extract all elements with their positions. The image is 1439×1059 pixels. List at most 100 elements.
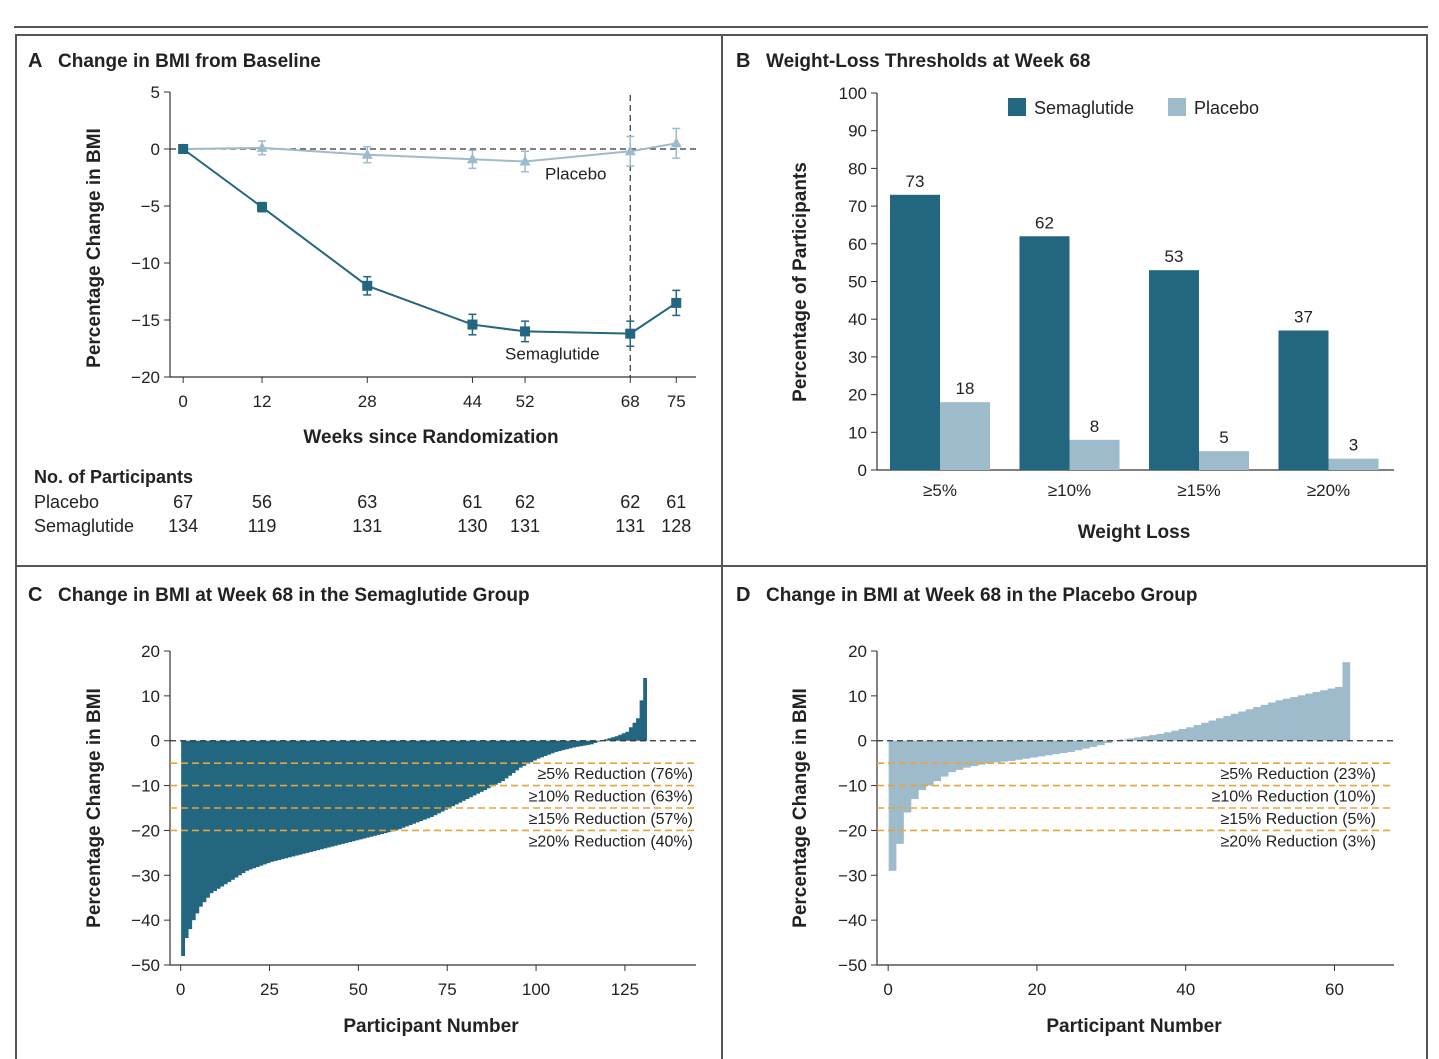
panel-c-participant-bar <box>618 734 623 741</box>
panel-c-participant-bar <box>628 727 633 741</box>
panel-c-participant-bar <box>351 740 356 842</box>
panel-c-participant-bar <box>294 740 299 856</box>
panel-c-participant-bar <box>270 740 274 862</box>
panel-d-participant-bar <box>1193 725 1202 741</box>
panel-a-placebo-point <box>361 148 373 159</box>
panel-c-participant-bar <box>326 740 331 848</box>
panel-c-participant-bar <box>518 740 523 768</box>
panel-a-ytick-label: −20 <box>131 368 160 387</box>
panel-c-participant-bar <box>330 740 335 847</box>
panel-c-participant-bar <box>184 740 189 939</box>
panel-c-participant-bar <box>486 740 491 789</box>
panel-d-xlabel: Participant Number <box>1046 1016 1222 1037</box>
panel-d-participant-bar <box>1290 696 1299 741</box>
panel-d-participant-bar <box>970 740 979 767</box>
panel-a-placebo-point <box>624 145 636 156</box>
panel-b-chart: 0 10 20 30 40 50 60 70 80 90 100 73 18 ≥5% 62 8 ≥10% 53 5 ≥… <box>839 84 1394 500</box>
panel-c-participant-bar <box>230 740 235 880</box>
panel-a-semaglutide-point <box>178 144 189 154</box>
panel-b-legend-swatch-placebo <box>1168 98 1186 116</box>
panel-c-xtick-label: 50 <box>349 980 368 999</box>
panel-b-bar-semaglutide <box>1278 330 1329 470</box>
panel-c-participant-bar <box>501 740 505 782</box>
panel-c-participant-bar <box>607 738 612 741</box>
participants-count-semaglutide: 130 <box>457 516 487 536</box>
panel-c-participant-bar <box>387 740 392 833</box>
panel-c-participant-bar <box>508 740 512 776</box>
panel-c-participant-bar <box>529 740 534 763</box>
panel-d-participant-bar <box>1215 718 1224 741</box>
panel-d-participant-bar <box>1015 740 1023 760</box>
panel-d-participant-bar <box>910 740 919 800</box>
panel-c-participant-bar <box>344 740 349 843</box>
panel-c-participant-bar <box>255 740 260 867</box>
panel-c-participant-bar <box>252 740 257 869</box>
panel-c-ytick-label: −10 <box>131 777 160 796</box>
panel-c-xtick-label: 100 <box>522 980 550 999</box>
participants-count-placebo: 61 <box>666 492 686 512</box>
panel-d-participant-bar <box>933 740 942 782</box>
panel-d-threshold-label: ≥15% Reduction (5%) <box>1220 811 1376 828</box>
panel-c-participant-bar <box>483 740 488 791</box>
panel-a-letter: A <box>28 50 42 72</box>
panel-c-participant-bar <box>412 740 417 824</box>
panel-a-title: Change in BMI from Baseline <box>58 51 321 72</box>
panel-c-participant-bar <box>636 718 640 741</box>
panel-d-participant-bar <box>955 740 964 770</box>
panel-c-participant-bar <box>565 740 569 750</box>
panel-d-participant-bar <box>896 740 904 844</box>
panel-d-participant-bar <box>1171 730 1180 741</box>
panel-c-participant-bar <box>497 740 502 783</box>
panel-d-participant-bar <box>1000 740 1008 762</box>
participants-count-semaglutide: 131 <box>352 516 382 536</box>
panel-c-participant-bar <box>586 740 591 745</box>
panel-d-participant-bar <box>1342 662 1351 741</box>
panel-c-participant-bar <box>397 740 402 830</box>
panel-c-participant-bar <box>245 740 249 871</box>
panel-b-bar-value-label: 8 <box>1090 417 1099 436</box>
panel-b-bar-value-label: 37 <box>1294 308 1313 327</box>
panel-b-bar-placebo <box>1328 458 1379 470</box>
panel-c-participant-bar <box>309 740 313 852</box>
panel-d-participant-bar <box>1149 735 1157 741</box>
panel-c-participant-bar <box>429 740 434 817</box>
panel-d-chart: 20 10 0 −10 −20 −30 −40 −50 0 20 40 60 ≥5% Reduction… <box>838 642 1394 999</box>
panel-b-ytick-label: 0 <box>858 461 867 480</box>
panel-a-xtick-label: 12 <box>253 392 272 411</box>
panel-d-participant-bar <box>940 740 949 777</box>
panel-a-ytick-label: −5 <box>141 197 160 216</box>
panel-d-participant-bar <box>1230 713 1239 741</box>
participants-row-semaglutide-label: Semaglutide <box>34 516 134 536</box>
panel-d-ytick-label: −40 <box>838 911 867 930</box>
panel-d-participant-bar <box>1029 740 1038 758</box>
panel-d-participant-bar <box>1312 691 1321 741</box>
panel-d-threshold-label: ≥20% Reduction (3%) <box>1220 833 1376 850</box>
panel-c-participant-bar <box>469 740 473 798</box>
panel-d-participant-bar <box>1275 700 1284 741</box>
panel-c-ytick-label: −40 <box>131 911 160 930</box>
panel-c-participant-bar <box>383 740 388 834</box>
panel-d-participant-bar <box>918 740 927 791</box>
panel-c-participant-bar <box>376 740 381 835</box>
panel-c-participant-bar <box>358 740 363 840</box>
panel-c-participant-bar <box>198 740 203 907</box>
panel-c-participant-bar <box>323 740 328 849</box>
panel-c-participant-bar <box>365 740 370 838</box>
panel-d-participant-bar <box>1141 736 1150 741</box>
panel-c-xtick-label: 0 <box>176 980 185 999</box>
panel-c-participant-bar <box>333 740 338 846</box>
panel-c-ytick-label: 10 <box>141 687 160 706</box>
panel-d-participant-bar <box>1260 704 1269 741</box>
panel-b-legend-label-placebo: Placebo <box>1194 98 1259 118</box>
panel-c-title: Change in BMI at Week 68 in the Semaglut… <box>58 585 530 606</box>
panel-a-ylabel: Percentage Change in BMI <box>84 128 105 368</box>
participants-count-semaglutide: 119 <box>248 516 277 536</box>
panel-c-participant-bar <box>280 740 285 860</box>
panel-c-participant-bar <box>572 740 576 748</box>
panel-c-participant-bar <box>188 740 193 930</box>
panel-a-xtick-label: 28 <box>358 392 377 411</box>
panel-d-participant-bar <box>1067 740 1075 752</box>
panel-b-ytick-label: 50 <box>848 273 867 292</box>
panel-b-bar-semaglutide <box>890 194 940 471</box>
